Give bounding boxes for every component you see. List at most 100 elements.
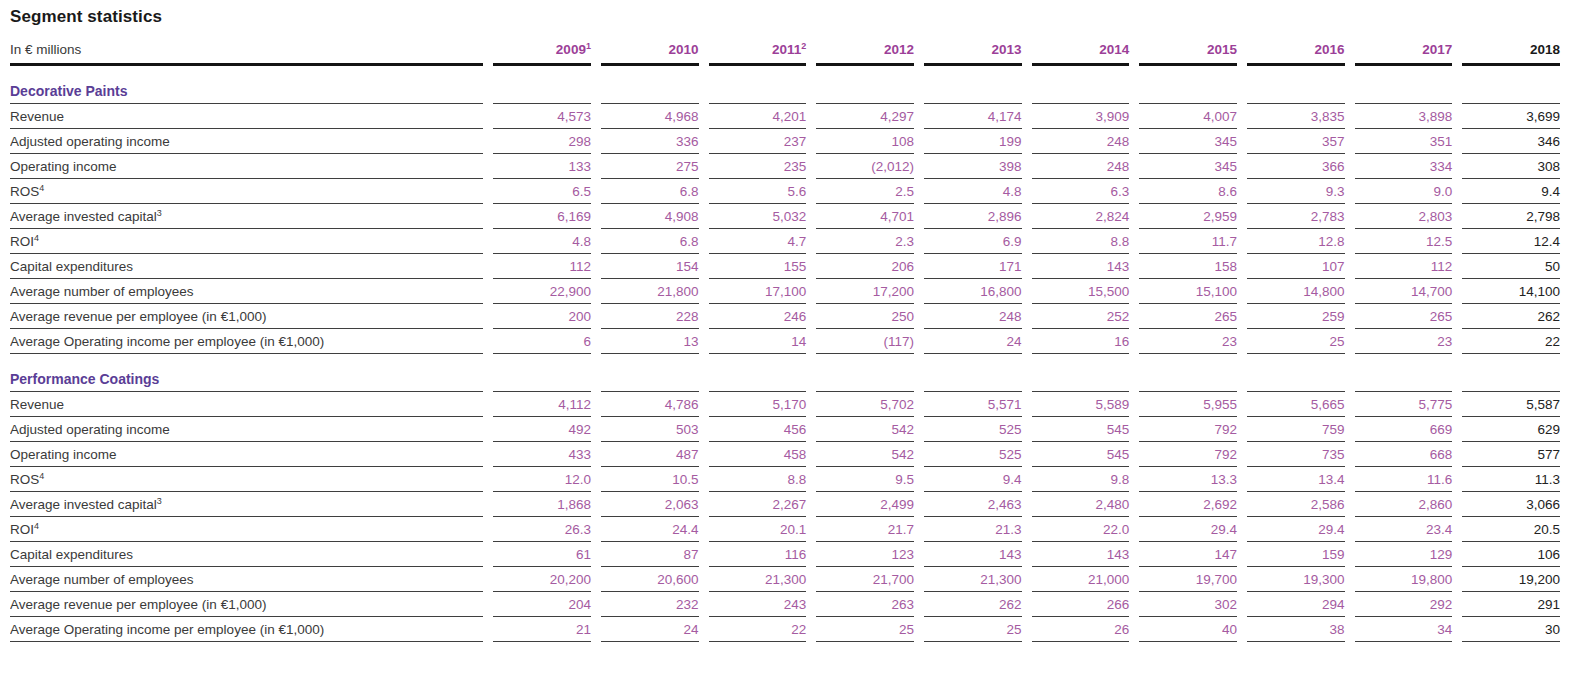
value-cell: 14,100 bbox=[1462, 279, 1560, 304]
value-cell: 492 bbox=[493, 417, 591, 442]
row-label: Adjusted operating income bbox=[10, 417, 483, 442]
row-label: Adjusted operating income bbox=[10, 129, 483, 154]
value-cell: 298 bbox=[493, 129, 591, 154]
row-label: Average Operating income per employee (i… bbox=[10, 329, 483, 354]
value-cell: 346 bbox=[1462, 129, 1560, 154]
footnote-superscript: 4 bbox=[34, 233, 39, 243]
value-cell: 235 bbox=[709, 154, 807, 179]
value-cell: 12.4 bbox=[1462, 229, 1560, 254]
row-label-text: ROS bbox=[10, 184, 39, 199]
value-cell: 19,300 bbox=[1247, 567, 1345, 592]
value-cell: 155 bbox=[709, 254, 807, 279]
value-cell: 61 bbox=[493, 542, 591, 567]
table-row: Operating income433487458542525545792735… bbox=[10, 442, 1560, 467]
value-cell: 20,200 bbox=[493, 567, 591, 592]
value-cell: 577 bbox=[1462, 442, 1560, 467]
value-cell: 2,860 bbox=[1355, 492, 1453, 517]
value-cell: 336 bbox=[601, 129, 699, 154]
value-cell: 345 bbox=[1139, 129, 1237, 154]
value-cell: 5,170 bbox=[709, 392, 807, 417]
value-cell: 5,571 bbox=[924, 392, 1022, 417]
value-cell: 5.6 bbox=[709, 179, 807, 204]
row-label: ROS4 bbox=[10, 467, 483, 492]
table-body: Decorative PaintsRevenue4,5734,9684,2014… bbox=[10, 66, 1560, 642]
footnote-superscript: 1 bbox=[586, 41, 591, 51]
value-cell: 2,783 bbox=[1247, 204, 1345, 229]
row-label-text: Average invested capital bbox=[10, 497, 157, 512]
row-label: Average revenue per employee (in €1,000) bbox=[10, 592, 483, 617]
section-header-spacer bbox=[709, 354, 807, 392]
row-label: Operating income bbox=[10, 442, 483, 467]
value-cell: 503 bbox=[601, 417, 699, 442]
value-cell: 4,112 bbox=[493, 392, 591, 417]
value-cell: 2,959 bbox=[1139, 204, 1237, 229]
year-header-2017: 2017 bbox=[1355, 40, 1453, 66]
value-cell: 50 bbox=[1462, 254, 1560, 279]
table-row: Adjusted operating income492503456542525… bbox=[10, 417, 1560, 442]
value-cell: 30 bbox=[1462, 617, 1560, 642]
value-cell: 433 bbox=[493, 442, 591, 467]
value-cell: 2,480 bbox=[1032, 492, 1130, 517]
value-cell: 2,803 bbox=[1355, 204, 1453, 229]
value-cell: 262 bbox=[1462, 304, 1560, 329]
value-cell: 107 bbox=[1247, 254, 1345, 279]
value-cell: 12.5 bbox=[1355, 229, 1453, 254]
row-label: Average invested capital3 bbox=[10, 492, 483, 517]
unit-label: In € millions bbox=[10, 40, 483, 66]
value-cell: 143 bbox=[924, 542, 1022, 567]
row-label: Average number of employees bbox=[10, 279, 483, 304]
table-row: Capital expenditures61871161231431431471… bbox=[10, 542, 1560, 567]
value-cell: 237 bbox=[709, 129, 807, 154]
value-cell: 25 bbox=[816, 617, 914, 642]
value-cell: 669 bbox=[1355, 417, 1453, 442]
value-cell: 22 bbox=[709, 617, 807, 642]
footnote-superscript: 3 bbox=[157, 496, 162, 506]
section-title: Decorative Paints bbox=[10, 66, 483, 104]
year-label: 2016 bbox=[1315, 42, 1345, 57]
value-cell: 14,800 bbox=[1247, 279, 1345, 304]
table-row: ROI44.86.84.72.36.98.811.712.812.512.4 bbox=[10, 229, 1560, 254]
value-cell: 2.5 bbox=[816, 179, 914, 204]
value-cell: 112 bbox=[493, 254, 591, 279]
value-cell: 302 bbox=[1139, 592, 1237, 617]
table-row: Average invested capital36,1694,9085,032… bbox=[10, 204, 1560, 229]
value-cell: 2.3 bbox=[816, 229, 914, 254]
value-cell: 24 bbox=[924, 329, 1022, 354]
value-cell: 4.7 bbox=[709, 229, 807, 254]
value-cell: 21,800 bbox=[601, 279, 699, 304]
year-label: 2013 bbox=[992, 42, 1022, 57]
value-cell: 228 bbox=[601, 304, 699, 329]
row-label: ROS4 bbox=[10, 179, 483, 204]
row-label-text: Operating income bbox=[10, 159, 117, 174]
value-cell: 4,786 bbox=[601, 392, 699, 417]
value-cell: 24 bbox=[601, 617, 699, 642]
value-cell: 3,909 bbox=[1032, 104, 1130, 129]
value-cell: 21 bbox=[493, 617, 591, 642]
value-cell: 668 bbox=[1355, 442, 1453, 467]
value-cell: 24.4 bbox=[601, 517, 699, 542]
footnote-superscript: 3 bbox=[157, 208, 162, 218]
row-label-text: Average number of employees bbox=[10, 572, 194, 587]
value-cell: 154 bbox=[601, 254, 699, 279]
value-cell: 5,032 bbox=[709, 204, 807, 229]
value-cell: 21.7 bbox=[816, 517, 914, 542]
value-cell: 204 bbox=[493, 592, 591, 617]
value-cell: 792 bbox=[1139, 417, 1237, 442]
value-cell: 2,692 bbox=[1139, 492, 1237, 517]
value-cell: 22 bbox=[1462, 329, 1560, 354]
value-cell: 4,908 bbox=[601, 204, 699, 229]
value-cell: 15,100 bbox=[1139, 279, 1237, 304]
value-cell: 12.0 bbox=[493, 467, 591, 492]
row-label: ROI4 bbox=[10, 229, 483, 254]
value-cell: 5,665 bbox=[1247, 392, 1345, 417]
row-label-text: Average number of employees bbox=[10, 284, 194, 299]
table-row: Revenue4,1124,7865,1705,7025,5715,5895,9… bbox=[10, 392, 1560, 417]
row-label-text: Capital expenditures bbox=[10, 259, 133, 274]
value-cell: 14,700 bbox=[1355, 279, 1453, 304]
row-label-text: ROI bbox=[10, 522, 34, 537]
value-cell: 19,200 bbox=[1462, 567, 1560, 592]
row-label-text: Average invested capital bbox=[10, 209, 157, 224]
value-cell: 19,800 bbox=[1355, 567, 1453, 592]
value-cell: 116 bbox=[709, 542, 807, 567]
value-cell: 458 bbox=[709, 442, 807, 467]
